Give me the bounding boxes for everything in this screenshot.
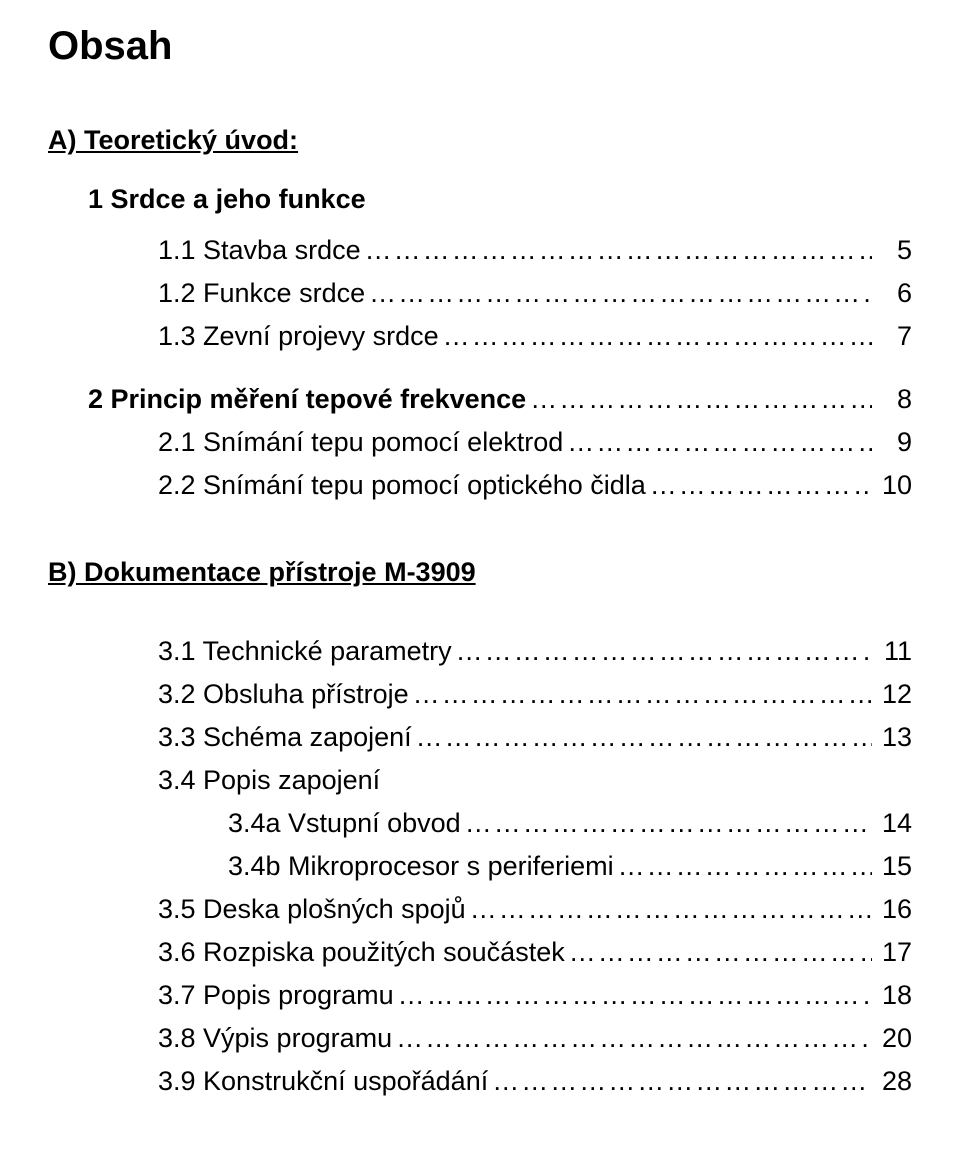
toc-label: 3.4 Popis zapojení xyxy=(158,765,380,796)
toc-page: 5 xyxy=(872,235,912,266)
toc-leader: ……………………………………………………………… xyxy=(409,679,872,710)
toc-row: 1.1 Stavba srdce ……………………………………………………………… xyxy=(158,235,912,266)
toc-leader: …………………………………………… xyxy=(646,470,872,501)
toc-page: 28 xyxy=(872,1066,912,1097)
toc-page: 8 xyxy=(872,384,912,415)
toc-row: 3.9 Konstrukční uspořádání……………………………………… xyxy=(158,1066,912,1097)
toc-row: 1.2 Funkce srdce ……………………………………………………………… xyxy=(158,278,912,309)
toc-leader: ………………………………………………… xyxy=(563,427,872,458)
toc-leader: ……………………………………………………………… xyxy=(412,722,872,753)
toc-page: 15 xyxy=(872,851,912,882)
toc-row: 3.5 Deska plošných spojů…………………………………………… xyxy=(158,894,912,925)
toc-page: 6 xyxy=(872,278,912,309)
toc-label: 3.7 Popis programu xyxy=(158,980,394,1011)
toc-row: 2.2 Snímání tepu pomocí optického čidla … xyxy=(158,470,912,501)
toc-label: 3.2 Obsluha přístroje xyxy=(158,679,409,710)
toc-page: 16 xyxy=(872,894,912,925)
toc-label: 3.5 Deska plošných spojů xyxy=(158,894,466,925)
group2-heading: 2 Princip měření tepové frekvence xyxy=(88,384,526,415)
toc-leader: ……………………………………………………………… xyxy=(392,1023,872,1054)
toc-row: 3.8 Výpis programu…………………………………………………………… xyxy=(158,1023,912,1054)
toc-row: 3.4 Popis zapojení xyxy=(158,765,912,796)
toc-leader: ……………………………………………………………… xyxy=(565,937,872,968)
toc-leader: ……………………………………………………………… xyxy=(614,851,872,882)
toc-label: 3.9 Konstrukční uspořádání xyxy=(158,1066,488,1097)
toc-row: 1.3 Zevní projevy srdce …………………………………………… xyxy=(158,321,912,352)
toc-row: 3.2 Obsluha přístroje…………………………………………………… xyxy=(158,679,912,710)
toc-page: 14 xyxy=(872,808,912,839)
toc-label: 3.4a Vstupní obvod xyxy=(228,808,461,839)
toc-page: 10 xyxy=(872,470,912,501)
toc-page: 18 xyxy=(872,980,912,1011)
toc-label: 3.3 Schéma zapojení xyxy=(158,722,412,753)
toc-row: 3.6 Rozpiska použitých součástek……………………… xyxy=(158,937,912,968)
toc-page: 17 xyxy=(872,937,912,968)
toc-label: 3.1 Technické parametry xyxy=(158,636,452,667)
toc-leader: ……………………………………………………………… xyxy=(439,321,872,352)
toc-label: 2.2 Snímání tepu pomocí optického čidla xyxy=(158,470,646,501)
toc-row: 2.1 Snímání tepu pomocí elektrod …………………… xyxy=(158,427,912,458)
page-title: Obsah xyxy=(48,24,912,69)
toc-page: 9 xyxy=(872,427,912,458)
toc-row: 3.3 Schéma zapojení………………………………………………………… xyxy=(158,722,912,753)
toc-label: 3.6 Rozpiska použitých součástek xyxy=(158,937,565,968)
toc-row: 3.1 Technické parametry……………………………………………… xyxy=(158,636,912,667)
group2-heading-row: 2 Princip měření tepové frekvence ………………… xyxy=(88,384,912,415)
toc-label: 1.2 Funkce srdce xyxy=(158,278,365,309)
toc-page: 7 xyxy=(872,321,912,352)
toc-page: 20 xyxy=(872,1023,912,1054)
toc-row: 3.7 Popis programu…………………………………………………………… xyxy=(158,980,912,1011)
toc-label: 3.8 Výpis programu xyxy=(158,1023,392,1054)
toc-row: 3.4a Vstupní obvod…………………………………………………………… xyxy=(228,808,912,839)
group1-heading: 1 Srdce a jeho funkce xyxy=(88,184,912,215)
toc-leader: ……………………………………………………………… xyxy=(452,636,872,667)
toc-page: 12 xyxy=(872,679,912,710)
toc-leader: ………………………………………………… xyxy=(526,384,872,415)
toc-label: 3.4b Mikroprocesor s periferiemi xyxy=(228,851,614,882)
section-a-heading: A) Teoretický úvod: xyxy=(48,125,912,156)
toc-leader: ……………………………………………………………… xyxy=(466,894,872,925)
toc-page: 13 xyxy=(872,722,912,753)
toc-label: 1.1 Stavba srdce xyxy=(158,235,361,266)
toc-leader: ……………………………………………………………… xyxy=(361,235,872,266)
toc-page: 11 xyxy=(872,636,912,667)
toc-row: 3.4b Mikroprocesor s periferiemi……………………… xyxy=(228,851,912,882)
toc-label: 2.1 Snímání tepu pomocí elektrod xyxy=(158,427,563,458)
toc-leader: ……………………………………………………………… xyxy=(461,808,872,839)
toc-leader: ……………………………………………………………… xyxy=(488,1066,872,1097)
toc-label: 1.3 Zevní projevy srdce xyxy=(158,321,439,352)
toc-leader: ……………………………………………………………… xyxy=(365,278,872,309)
section-b-heading: B) Dokumentace přístroje M-3909 xyxy=(48,557,912,588)
toc-leader: ……………………………………………………………… xyxy=(394,980,872,1011)
